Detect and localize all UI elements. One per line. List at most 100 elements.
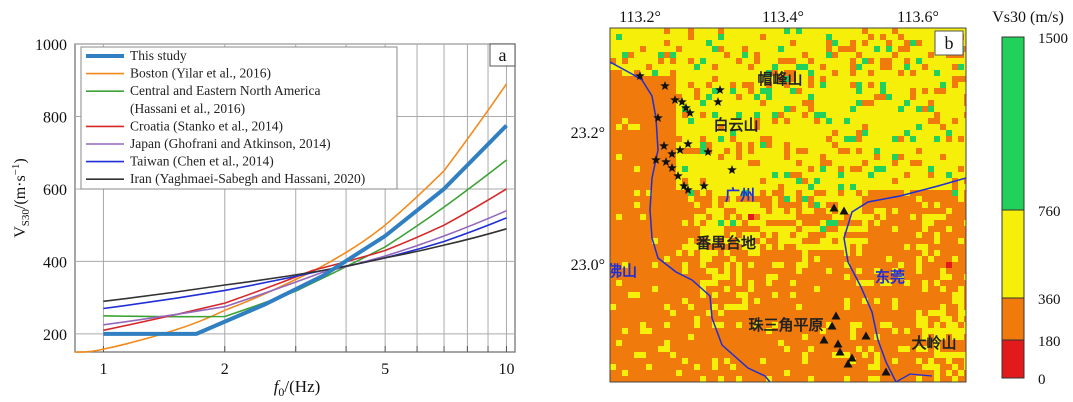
raster-cell — [712, 196, 718, 202]
raster-cell — [886, 130, 892, 136]
raster-cell — [802, 34, 808, 40]
raster-cell — [808, 40, 814, 46]
raster-cell — [742, 304, 748, 310]
raster-cell — [886, 52, 892, 58]
raster-cell — [940, 334, 946, 340]
raster-cell — [676, 88, 682, 94]
raster-cell — [778, 226, 784, 232]
raster-cell — [850, 214, 856, 220]
raster-cell — [706, 232, 712, 238]
raster-cell — [898, 184, 904, 190]
raster-cell — [712, 100, 718, 106]
raster-cell — [868, 376, 874, 382]
raster-cell — [736, 52, 742, 58]
raster-cell — [820, 172, 826, 178]
colorbar-band — [1002, 210, 1024, 298]
raster-cell — [958, 70, 964, 76]
raster-cell — [712, 142, 718, 148]
raster-cell — [766, 28, 772, 34]
raster-cell — [916, 100, 922, 106]
raster-cell — [796, 112, 802, 118]
raster-cell — [940, 286, 946, 292]
raster-cell — [832, 244, 838, 250]
raster-cell — [898, 112, 904, 118]
raster-cell — [934, 94, 940, 100]
raster-cell — [760, 124, 766, 130]
raster-cell — [736, 40, 742, 46]
raster-cell — [802, 262, 808, 268]
raster-cell — [838, 238, 844, 244]
raster-cell — [874, 220, 880, 226]
raster-cell — [814, 106, 820, 112]
raster-cell — [742, 214, 748, 220]
raster-cell — [610, 40, 616, 46]
raster-cell — [820, 328, 826, 334]
raster-cell — [844, 28, 850, 34]
raster-cell — [712, 214, 718, 220]
raster-cell — [724, 94, 730, 100]
raster-cell — [838, 154, 844, 160]
raster-cell — [712, 358, 718, 364]
raster-cell — [934, 376, 940, 382]
raster-cell — [610, 64, 616, 70]
raster-cell — [868, 40, 874, 46]
raster-cell — [736, 190, 742, 196]
raster-cell — [862, 172, 868, 178]
raster-cell — [694, 34, 700, 40]
raster-cell — [826, 34, 832, 40]
raster-cell — [844, 88, 850, 94]
raster-cell — [718, 94, 724, 100]
raster-cell — [940, 100, 946, 106]
raster-cell — [724, 58, 730, 64]
raster-cell — [898, 100, 904, 106]
raster-cell — [778, 118, 784, 124]
raster-cell — [694, 82, 700, 88]
raster-cell — [958, 370, 964, 376]
raster-cell — [796, 34, 802, 40]
raster-cell — [820, 88, 826, 94]
raster-cell — [952, 136, 958, 142]
raster-cell — [754, 130, 760, 136]
raster-cell — [682, 298, 688, 304]
raster-cell — [628, 46, 634, 52]
place-label: 白云山 — [713, 116, 758, 134]
raster-cell — [862, 82, 868, 88]
raster-cell — [802, 94, 808, 100]
raster-cell — [844, 130, 850, 136]
raster-cell — [688, 334, 694, 340]
y-tick-label: 800 — [43, 109, 67, 126]
raster-cell — [682, 244, 688, 250]
raster-cell — [856, 238, 862, 244]
raster-cell — [814, 40, 820, 46]
raster-cell — [958, 328, 964, 334]
raster-cell — [700, 64, 706, 70]
raster-cell — [766, 160, 772, 166]
raster-cell — [832, 154, 838, 160]
raster-cell — [952, 376, 958, 382]
raster-cell — [844, 82, 850, 88]
raster-cell — [946, 352, 952, 358]
colorbar-label: 360 — [1038, 292, 1061, 308]
raster-cell — [724, 262, 730, 268]
raster-cell — [832, 64, 838, 70]
raster-cell — [862, 142, 868, 148]
raster-cell — [712, 280, 718, 286]
raster-cell — [736, 64, 742, 70]
raster-cell — [868, 28, 874, 34]
raster-cell — [946, 172, 952, 178]
raster-cell — [742, 52, 748, 58]
raster-cell — [760, 28, 766, 34]
raster-cell — [712, 46, 718, 52]
raster-cell — [742, 166, 748, 172]
raster-cell — [874, 136, 880, 142]
raster-cell — [706, 52, 712, 58]
station-markers — [635, 71, 891, 376]
raster-cell — [772, 58, 778, 64]
raster-cell — [676, 40, 682, 46]
raster-cell — [724, 106, 730, 112]
raster-cell — [772, 202, 778, 208]
raster-cell — [880, 130, 886, 136]
raster-cell — [916, 136, 922, 142]
raster-cell — [898, 106, 904, 112]
